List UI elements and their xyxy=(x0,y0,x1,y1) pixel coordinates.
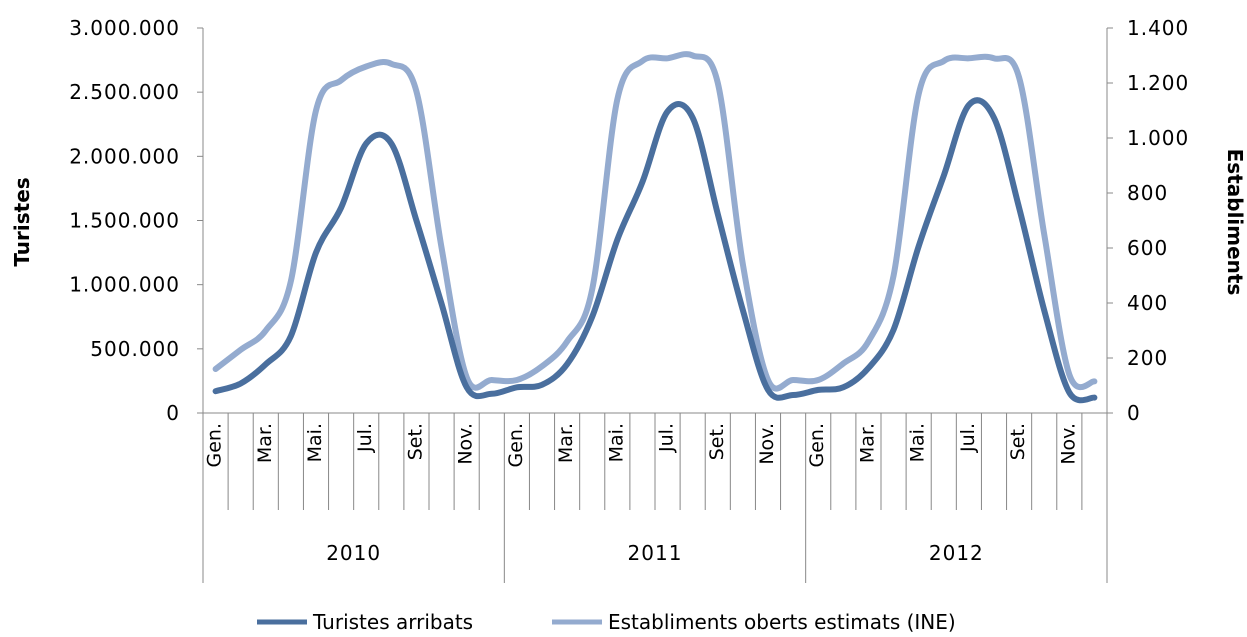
series-line-turistes xyxy=(212,97,1098,404)
x-month-label: Gen. xyxy=(806,423,828,468)
series-lines xyxy=(212,51,1098,404)
y-right-tick-label: 1.000 xyxy=(1127,126,1189,150)
x-year-label: 2010 xyxy=(326,541,381,565)
legend: Turistes arribats Establiments oberts es… xyxy=(257,610,956,634)
x-month-label: Gen. xyxy=(204,423,226,468)
y-right-tick-label: 200 xyxy=(1127,346,1168,370)
x-month-label: Set. xyxy=(1007,423,1029,460)
x-month-label: Nov. xyxy=(1057,423,1079,465)
x-month-label: Jul. xyxy=(354,423,376,453)
legend-label-turistes: Turistes arribats xyxy=(312,610,473,634)
x-month-label: Gen. xyxy=(505,423,527,468)
y-right-tick-label: 1.200 xyxy=(1127,71,1189,95)
x-month-label: Mai. xyxy=(304,423,326,462)
x-month-label: Nov. xyxy=(756,423,778,465)
x-month-label: Mar. xyxy=(555,423,577,463)
x-month-label: Set. xyxy=(404,423,426,460)
tick-labels: 0 500.000 1.000.000 1.500.000 2.000.000 2.500… xyxy=(69,16,1189,565)
legend-label-establiments: Establiments oberts estimats (INE) xyxy=(608,610,956,634)
y-left-tick-label: 3.000.000 xyxy=(69,16,180,40)
x-month-label: Mai. xyxy=(907,423,929,462)
y-right-axis-title: Establiments xyxy=(1223,149,1247,296)
x-month-label: Jul. xyxy=(656,423,678,453)
x-year-label: 2012 xyxy=(929,541,984,565)
y-left-tick-label: 500.000 xyxy=(90,337,180,361)
axes xyxy=(197,27,1113,583)
x-month-label: Nov. xyxy=(455,423,477,465)
y-right-tick-label: 1.400 xyxy=(1127,16,1189,40)
y-left-axis-title: Turistes xyxy=(10,177,34,266)
x-month-label: Mar. xyxy=(254,423,276,463)
x-year-label: 2011 xyxy=(628,541,683,565)
x-month-label: Set. xyxy=(706,423,728,460)
y-right-tick-label: 400 xyxy=(1127,291,1168,315)
y-right-tick-label: 800 xyxy=(1127,181,1168,205)
y-left-tick-label: 1.500.000 xyxy=(69,209,180,233)
x-month-label: Jul. xyxy=(957,423,979,453)
x-month-label: Mai. xyxy=(605,423,627,462)
series-line-establiments xyxy=(212,51,1098,392)
y-right-tick-label: 0 xyxy=(1127,401,1141,425)
y-left-tick-label: 2.000.000 xyxy=(69,144,180,168)
x-month-label: Mar. xyxy=(856,423,878,463)
y-left-tick-label: 1.000.000 xyxy=(69,273,180,297)
y-left-tick-label: 2.500.000 xyxy=(69,80,180,104)
y-left-tick-label: 0 xyxy=(166,401,180,425)
y-right-tick-label: 600 xyxy=(1127,236,1168,260)
